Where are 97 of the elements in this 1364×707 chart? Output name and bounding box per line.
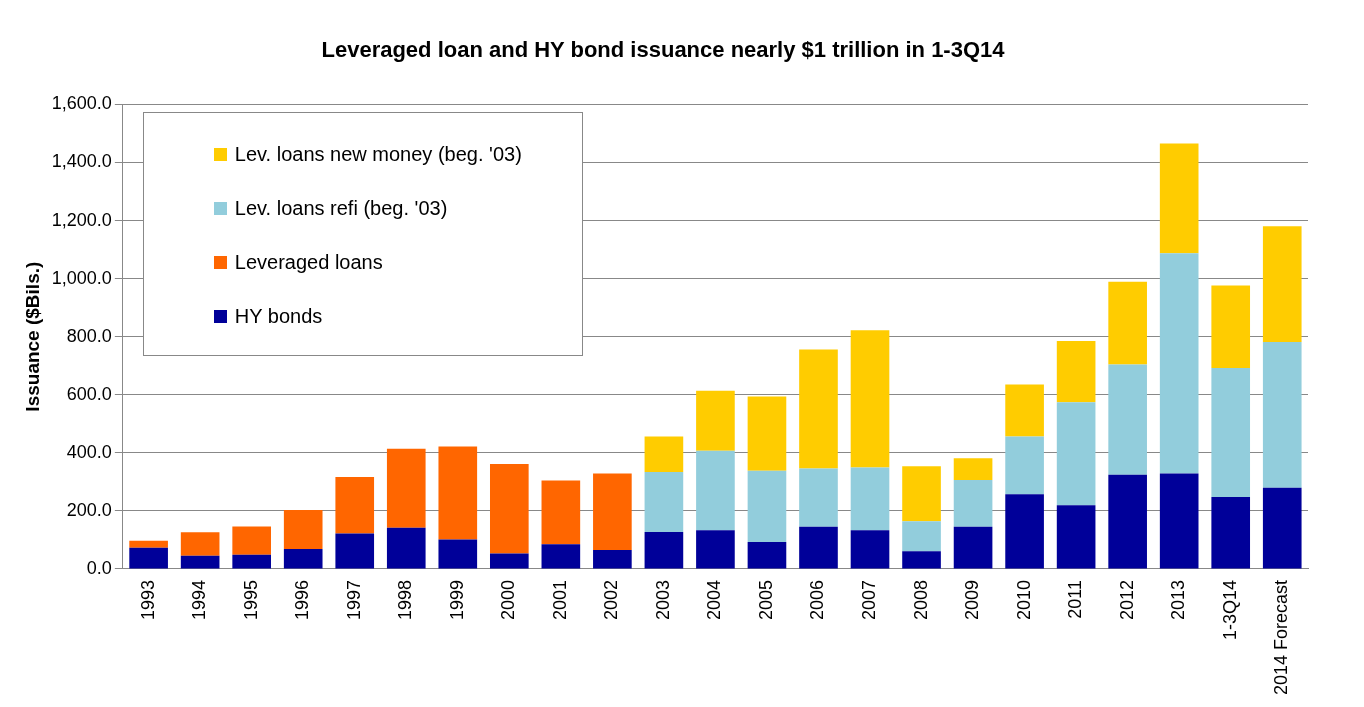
bar (593, 550, 632, 569)
bar (1262, 487, 1302, 569)
bar (593, 473, 632, 551)
x-tick-label: 2014 Forecast (1271, 579, 1292, 696)
x-tick-label: 2007 (858, 579, 879, 620)
y-tick-label: 400.0 (66, 441, 112, 462)
x-tick-label: 1996 (292, 579, 313, 620)
x-tick-label: 1999 (446, 579, 467, 620)
x-tick-label: 1-3Q14 (1219, 579, 1240, 640)
bar (1262, 226, 1302, 342)
bar (1005, 494, 1044, 569)
bar (644, 436, 684, 472)
bar (129, 540, 168, 548)
y-tick-label: 1,000.0 (51, 267, 112, 288)
bar (386, 448, 426, 528)
x-tick-label: 1997 (343, 579, 364, 620)
x-tick-label: 2011 (1065, 579, 1086, 619)
bar (1005, 436, 1044, 495)
bar (850, 330, 890, 468)
x-tick-label: 2012 (1116, 579, 1137, 620)
x-tick-label: 2005 (755, 579, 776, 620)
bar (644, 471, 684, 533)
bar (335, 533, 375, 569)
y-axis-title: Issuance ($Bils.) (21, 261, 43, 412)
x-tick-label: 1994 (189, 579, 210, 620)
bar (283, 510, 323, 549)
bar (644, 532, 684, 569)
bar (902, 551, 941, 569)
x-tick-label: 2006 (807, 579, 828, 620)
bar (1211, 368, 1251, 497)
bar (850, 467, 890, 531)
bar (953, 458, 993, 481)
legend-label: HY bonds (234, 304, 323, 328)
bar (438, 539, 478, 569)
y-tick-label: 1,200.0 (51, 209, 112, 230)
bar (747, 396, 787, 471)
bar (1056, 402, 1096, 506)
bar (129, 547, 168, 569)
bar (1159, 253, 1199, 474)
bar (1211, 496, 1251, 569)
legend-label: Lev. loans refi (beg. '03) (234, 196, 448, 220)
bar (489, 553, 529, 569)
bar (902, 466, 941, 522)
bar (1108, 281, 1147, 365)
bar (180, 555, 220, 569)
y-tick-label: 0.0 (86, 557, 112, 578)
bar (1056, 341, 1096, 403)
bar (850, 530, 890, 569)
bar (902, 521, 941, 552)
x-tick-label: 2000 (498, 579, 519, 620)
legend-label: Leveraged loans (234, 250, 383, 274)
bar (696, 390, 735, 451)
bar (799, 526, 838, 569)
bar (232, 554, 271, 569)
y-tick-label: 800.0 (66, 325, 112, 346)
x-tick-label: 2003 (652, 579, 673, 620)
bar (1108, 474, 1147, 569)
chart-title: Leveraged loan and HY bond issuance nearly $1 trillion in 1-3Q14 (321, 37, 1006, 63)
x-tick-label: 2004 (704, 579, 725, 620)
legend-label: Lev. loans new money (beg. '03) (234, 142, 522, 166)
bar (335, 476, 375, 534)
x-tick-label: 2001 (549, 579, 570, 620)
bar (180, 532, 220, 556)
bar (1159, 143, 1199, 254)
bar (953, 526, 993, 569)
y-tick-label: 1,400.0 (51, 151, 112, 172)
bar (747, 541, 787, 569)
bar (232, 526, 271, 555)
bar (1005, 384, 1044, 437)
x-tick-label: 2013 (1168, 579, 1189, 620)
y-tick-label: 600.0 (66, 383, 112, 404)
bar (799, 349, 838, 469)
bar (953, 480, 993, 527)
bar (799, 468, 838, 527)
bar (1159, 473, 1199, 569)
x-tick-label: 2010 (1013, 579, 1034, 620)
bar (541, 544, 581, 569)
bar (438, 446, 478, 540)
x-tick-label: 1993 (137, 579, 158, 620)
x-tick-label: 1995 (240, 579, 261, 620)
bar (747, 470, 787, 542)
bar (386, 527, 426, 569)
bar (283, 548, 323, 569)
bar (541, 480, 581, 545)
bar (1108, 364, 1147, 475)
bar (489, 464, 529, 554)
x-tick-label: 2009 (962, 579, 983, 620)
x-tick-label: 2002 (601, 579, 622, 620)
bar (1262, 341, 1302, 488)
y-tick-label: 200.0 (66, 499, 112, 520)
bar (696, 450, 735, 531)
bar (1211, 285, 1251, 369)
bar (696, 530, 735, 569)
x-tick-label: 2008 (910, 579, 931, 620)
y-tick-label: 1,600.0 (51, 93, 112, 114)
bar (1056, 505, 1096, 569)
x-tick-label: 1998 (395, 579, 416, 620)
